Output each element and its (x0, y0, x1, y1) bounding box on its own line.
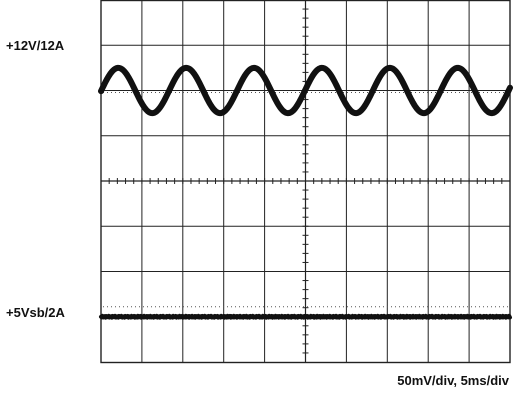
scale-setting-label: 50mV/div, 5ms/div (397, 373, 510, 388)
scope-traces (98, 64, 513, 320)
trace-12v-ripple (98, 64, 513, 117)
trace-5vsb-ripple (99, 313, 512, 320)
channel-labels: +12V/12A +5Vsb/2A (6, 38, 66, 320)
scope-graticule (100, 0, 511, 364)
channel-label-12v: +12V/12A (6, 38, 65, 53)
channel-label-5vsb: +5Vsb/2A (6, 305, 66, 320)
